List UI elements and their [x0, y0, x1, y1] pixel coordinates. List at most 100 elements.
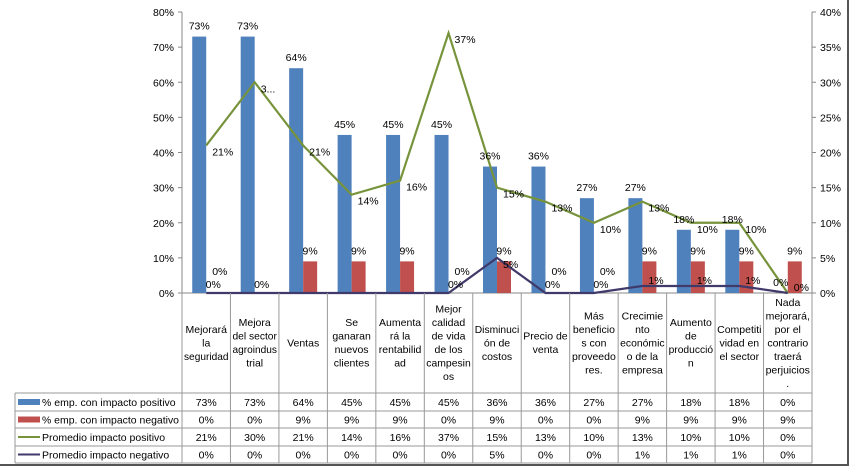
category-label: Mejor [435, 304, 462, 316]
category-label: agroindus [232, 344, 276, 356]
bar-positive-label: 18% [673, 214, 694, 226]
category-label: res. [585, 364, 603, 376]
bar-positive [725, 229, 740, 293]
category-label: contrario [767, 337, 808, 349]
line-positive-label: 21% [309, 146, 330, 158]
line-negative-label: 0% [455, 266, 470, 278]
bar-positive-label: 0% [773, 277, 788, 289]
y-tick-label: 0% [159, 288, 174, 300]
category-label: proveedo [572, 351, 616, 363]
category-label: el sector [719, 351, 759, 363]
category-label: s con [581, 337, 606, 349]
y-tick-label: 80% [153, 7, 174, 19]
category-label: . [786, 378, 789, 390]
line-positive-label: 21% [212, 146, 233, 158]
bar-positive-label: 36% [479, 151, 500, 163]
y2-tick-label: 35% [820, 42, 841, 54]
y2-tick-label: 20% [820, 148, 841, 160]
table-cell: 45% [438, 397, 459, 409]
category-label: Crecimie [622, 310, 664, 322]
y2-tick-label: 0% [820, 288, 835, 300]
y2-tick-label: 10% [820, 218, 841, 230]
bar-positive [628, 198, 643, 293]
bar-positive [240, 36, 255, 294]
category-label: económic [620, 337, 664, 349]
category-label: la [202, 337, 210, 349]
bar-positive-label: 45% [431, 119, 452, 131]
category-label: trial [246, 358, 263, 370]
bar-negative-label: 0% [254, 279, 269, 291]
category-label: seguridad [184, 351, 229, 363]
table-cell: 0% [586, 415, 601, 427]
table-cell: 9% [780, 415, 795, 427]
table-cell: 0% [441, 415, 456, 427]
line-negative-label: 1% [648, 275, 663, 287]
table-cell: 5% [489, 450, 504, 462]
bar-positive-label: 45% [334, 119, 355, 131]
category-label: ón de [484, 337, 510, 349]
category-label: rentabilid [379, 344, 422, 356]
table-cell: 13% [632, 432, 653, 444]
y-tick-label: 40% [153, 148, 174, 160]
category-label: Mejora [239, 317, 271, 329]
bar-positive [337, 134, 352, 293]
line-negative-label: 0% [600, 266, 615, 278]
bar-negative-label: 9% [351, 245, 366, 257]
table-cell: 0% [780, 397, 795, 409]
table-cell: 0% [780, 432, 795, 444]
category-label: de los [435, 344, 463, 356]
table-cell: 10% [583, 432, 604, 444]
table-cell: 64% [293, 397, 314, 409]
category-label: traerá [774, 351, 802, 363]
y2-tick-label: 40% [820, 7, 841, 19]
bar-positive [676, 229, 691, 293]
category-label: beneficio [573, 324, 615, 336]
category-label: ad [394, 358, 406, 370]
table-cell: 36% [535, 397, 556, 409]
y2-tick-label: 15% [820, 183, 841, 195]
bar-positive-label: 36% [528, 151, 549, 163]
category-label: clientes [334, 358, 370, 370]
category-label: Aumento [670, 317, 712, 329]
y-tick-label: 70% [153, 42, 174, 54]
category-label: vidad en [719, 337, 759, 349]
table-cell: 0% [538, 450, 553, 462]
category-label: Disminuci [475, 324, 519, 336]
bar-negative [303, 261, 318, 293]
table-cell: 0% [247, 415, 262, 427]
y2-tick-label: 25% [820, 112, 841, 124]
category-label: n [688, 358, 694, 370]
table-cell: 0% [344, 450, 359, 462]
table-cell: 0% [296, 450, 311, 462]
bar-positive-label: 73% [237, 21, 258, 33]
line-negative-label: 1% [745, 275, 760, 287]
category-label: de vida [432, 331, 466, 343]
line-positive-label: 3... [261, 83, 276, 95]
bar-positive [192, 36, 207, 294]
bar-negative [739, 261, 754, 293]
bar-positive [483, 166, 497, 293]
line-positive-label: 13% [551, 203, 572, 215]
table-cell: 36% [486, 397, 507, 409]
table-cell: 73% [196, 397, 217, 409]
y-tick-label: 50% [153, 112, 174, 124]
category-label: por el [775, 324, 801, 336]
bar-negative-label: 9% [642, 245, 657, 257]
y-tick-label: 10% [153, 253, 174, 265]
bar-positive [289, 68, 304, 293]
line-positive-label: 13% [648, 203, 669, 215]
category-label: del sector [232, 331, 277, 343]
table-cell: 16% [390, 432, 411, 444]
table-cell: 9% [732, 415, 747, 427]
category-label: perjuicios [766, 364, 810, 376]
category-label: producció [669, 344, 714, 356]
category-label: nuevos [335, 344, 369, 356]
table-cell: 13% [535, 432, 556, 444]
table-cell: 21% [196, 432, 217, 444]
table-cell: 9% [489, 415, 504, 427]
category-label: nto [635, 324, 650, 336]
table-cell: 73% [244, 397, 265, 409]
table-cell: 9% [683, 415, 698, 427]
line-negative-label: 0% [551, 266, 566, 278]
category-label: rá la [390, 331, 411, 343]
